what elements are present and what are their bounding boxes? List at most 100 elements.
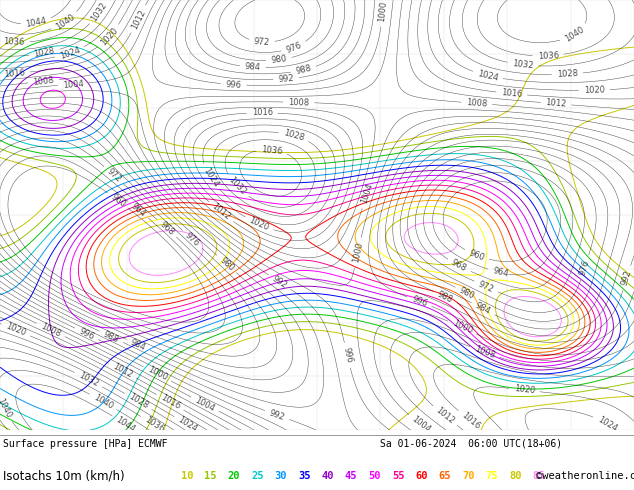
Text: 960: 960 — [109, 192, 127, 209]
Text: 1032: 1032 — [90, 0, 109, 23]
Text: 60: 60 — [415, 471, 428, 481]
Text: 1028: 1028 — [127, 392, 150, 411]
Text: 968: 968 — [158, 220, 176, 237]
Text: 1016: 1016 — [158, 393, 181, 412]
Text: 1004: 1004 — [359, 182, 375, 205]
Text: 1016: 1016 — [252, 108, 273, 118]
Text: 980: 980 — [458, 286, 476, 301]
Text: 1028: 1028 — [283, 128, 306, 143]
Text: 1020: 1020 — [4, 322, 27, 338]
Text: 1012: 1012 — [545, 98, 567, 109]
Text: 40: 40 — [321, 471, 334, 481]
Text: 1000: 1000 — [451, 319, 474, 336]
Text: 1020: 1020 — [98, 26, 119, 48]
Text: 1036: 1036 — [143, 416, 165, 435]
Text: 1008: 1008 — [466, 98, 488, 109]
Text: 45: 45 — [345, 471, 358, 481]
Text: 20: 20 — [228, 471, 240, 481]
Text: 75: 75 — [486, 471, 498, 481]
Text: 976: 976 — [183, 231, 201, 248]
Text: 972: 972 — [105, 167, 122, 184]
Text: 1032: 1032 — [512, 59, 534, 71]
Text: 1044: 1044 — [114, 415, 137, 434]
Text: 980: 980 — [217, 255, 236, 272]
Text: 1032: 1032 — [77, 370, 100, 388]
Text: 984: 984 — [129, 338, 147, 352]
Text: 1044: 1044 — [25, 16, 48, 29]
Text: 1020: 1020 — [514, 384, 535, 396]
Text: 972: 972 — [254, 37, 270, 47]
Text: 1012: 1012 — [111, 362, 134, 379]
Text: 1000: 1000 — [351, 242, 365, 264]
Text: 80: 80 — [509, 471, 522, 481]
Text: 992: 992 — [278, 74, 294, 84]
Text: 980: 980 — [271, 54, 287, 65]
Text: 992: 992 — [268, 408, 286, 422]
Text: 30: 30 — [275, 471, 287, 481]
Text: 25: 25 — [251, 471, 264, 481]
Text: 960: 960 — [468, 248, 486, 262]
Text: 988: 988 — [436, 290, 454, 304]
Text: 1040: 1040 — [54, 12, 76, 31]
Text: 1008: 1008 — [39, 321, 62, 339]
Text: 996: 996 — [410, 294, 429, 309]
Text: 1036: 1036 — [4, 37, 25, 48]
Text: 1000: 1000 — [146, 365, 169, 383]
Text: 1020: 1020 — [584, 85, 605, 95]
Text: 1012: 1012 — [210, 202, 232, 222]
Text: 1012: 1012 — [434, 406, 456, 426]
Text: 1004: 1004 — [410, 415, 432, 434]
Text: 996: 996 — [77, 326, 96, 341]
Text: 1004: 1004 — [62, 79, 84, 90]
Text: 1024: 1024 — [58, 45, 81, 60]
Text: 976: 976 — [578, 259, 592, 277]
Text: 1024: 1024 — [176, 416, 199, 434]
Text: 1016: 1016 — [501, 88, 522, 99]
Text: Isotachs 10m (km/h): Isotachs 10m (km/h) — [3, 469, 125, 482]
Text: 1008: 1008 — [32, 75, 55, 87]
Text: 10: 10 — [181, 471, 193, 481]
Text: 1040: 1040 — [563, 25, 586, 44]
Text: 35: 35 — [298, 471, 311, 481]
Text: 976: 976 — [285, 40, 303, 54]
Text: 992: 992 — [271, 274, 288, 290]
Text: 1008: 1008 — [288, 98, 309, 107]
Text: 1016: 1016 — [3, 68, 25, 79]
Text: 70: 70 — [462, 471, 475, 481]
Text: 984: 984 — [245, 62, 261, 72]
Text: 972: 972 — [477, 279, 495, 294]
Text: 65: 65 — [439, 471, 451, 481]
Text: 1028: 1028 — [33, 47, 56, 59]
Text: 1032: 1032 — [226, 175, 247, 197]
Text: 964: 964 — [129, 201, 147, 218]
Text: 1016: 1016 — [460, 411, 481, 431]
Text: 1040: 1040 — [92, 392, 115, 411]
Text: 992: 992 — [620, 269, 633, 287]
Text: 1024: 1024 — [477, 69, 499, 82]
Text: 1008: 1008 — [473, 344, 496, 360]
Text: 1028: 1028 — [557, 69, 578, 79]
Text: 90: 90 — [556, 471, 569, 481]
Text: 996: 996 — [225, 79, 242, 90]
Text: 55: 55 — [392, 471, 404, 481]
Text: 964: 964 — [492, 267, 509, 279]
Text: Sa 01-06-2024  06:00 UTC(18+06): Sa 01-06-2024 06:00 UTC(18+06) — [380, 439, 562, 449]
Text: 1004: 1004 — [193, 395, 216, 413]
Text: 1024: 1024 — [596, 415, 618, 433]
Text: 988: 988 — [295, 64, 313, 76]
Text: 988: 988 — [102, 329, 120, 344]
Text: 996: 996 — [341, 346, 353, 364]
Text: 1036: 1036 — [538, 51, 559, 61]
Text: 1000: 1000 — [377, 0, 389, 23]
Text: 1024: 1024 — [201, 167, 220, 189]
Text: ©weatheronline.co.uk: ©weatheronline.co.uk — [536, 471, 634, 481]
Text: 1040: 1040 — [0, 397, 13, 420]
Text: 15: 15 — [204, 471, 217, 481]
Text: 968: 968 — [450, 258, 469, 273]
Text: 50: 50 — [368, 471, 381, 481]
Text: 1036: 1036 — [261, 145, 283, 155]
Text: 1012: 1012 — [129, 8, 147, 30]
Text: Surface pressure [HPa] ECMWF: Surface pressure [HPa] ECMWF — [3, 439, 167, 449]
Text: 1020: 1020 — [248, 216, 271, 233]
Text: 85: 85 — [533, 471, 545, 481]
